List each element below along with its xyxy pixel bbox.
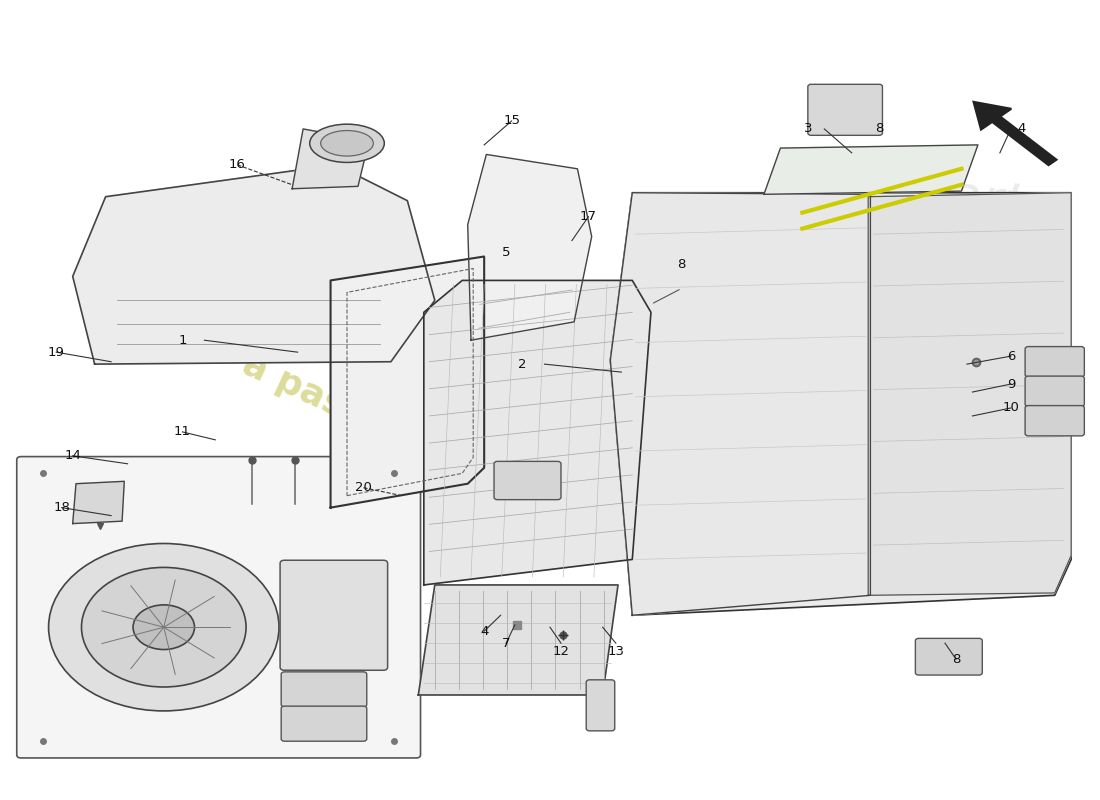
Text: 3: 3 bbox=[804, 122, 812, 135]
Text: 2: 2 bbox=[518, 358, 527, 370]
Text: 19: 19 bbox=[47, 346, 65, 358]
Polygon shape bbox=[73, 482, 124, 523]
Polygon shape bbox=[424, 281, 651, 585]
Text: 8: 8 bbox=[952, 653, 960, 666]
Text: 5: 5 bbox=[502, 246, 510, 259]
Text: parts: parts bbox=[913, 166, 1054, 236]
Polygon shape bbox=[331, 257, 484, 508]
Ellipse shape bbox=[321, 130, 373, 156]
Circle shape bbox=[81, 567, 246, 687]
FancyBboxPatch shape bbox=[16, 457, 420, 758]
Text: 13: 13 bbox=[607, 645, 625, 658]
Ellipse shape bbox=[310, 124, 384, 162]
Text: 12: 12 bbox=[552, 645, 570, 658]
Polygon shape bbox=[868, 193, 1071, 595]
Text: 17: 17 bbox=[580, 210, 597, 223]
Text: 7: 7 bbox=[502, 637, 510, 650]
FancyBboxPatch shape bbox=[1025, 406, 1085, 436]
Text: 15: 15 bbox=[503, 114, 520, 127]
Polygon shape bbox=[610, 193, 1071, 615]
Text: 1: 1 bbox=[178, 334, 187, 346]
Polygon shape bbox=[293, 129, 368, 189]
FancyBboxPatch shape bbox=[807, 84, 882, 135]
FancyBboxPatch shape bbox=[1025, 346, 1085, 377]
Text: a passion for parts.com: a passion for parts.com bbox=[236, 346, 688, 581]
Text: 11: 11 bbox=[174, 426, 191, 438]
Text: 9: 9 bbox=[1006, 378, 1015, 390]
FancyBboxPatch shape bbox=[915, 638, 982, 675]
Polygon shape bbox=[418, 585, 618, 695]
Polygon shape bbox=[468, 154, 592, 340]
Text: 18: 18 bbox=[53, 501, 70, 514]
Text: 10: 10 bbox=[1002, 402, 1020, 414]
Text: 16: 16 bbox=[229, 158, 245, 171]
Circle shape bbox=[48, 543, 279, 711]
Text: 4: 4 bbox=[1018, 122, 1026, 135]
FancyBboxPatch shape bbox=[586, 680, 615, 731]
Text: 8: 8 bbox=[874, 122, 883, 135]
Text: 4: 4 bbox=[480, 625, 488, 638]
FancyArrow shape bbox=[974, 102, 1056, 165]
FancyBboxPatch shape bbox=[1025, 376, 1085, 406]
FancyBboxPatch shape bbox=[282, 672, 366, 707]
FancyBboxPatch shape bbox=[280, 560, 387, 670]
Polygon shape bbox=[610, 193, 870, 615]
Circle shape bbox=[133, 605, 195, 650]
FancyBboxPatch shape bbox=[282, 706, 366, 742]
Text: 20: 20 bbox=[355, 481, 372, 494]
FancyBboxPatch shape bbox=[494, 462, 561, 500]
Text: 8: 8 bbox=[678, 258, 686, 271]
Polygon shape bbox=[73, 165, 435, 364]
Polygon shape bbox=[764, 145, 978, 194]
Text: 14: 14 bbox=[64, 450, 81, 462]
Text: 6: 6 bbox=[1006, 350, 1015, 362]
